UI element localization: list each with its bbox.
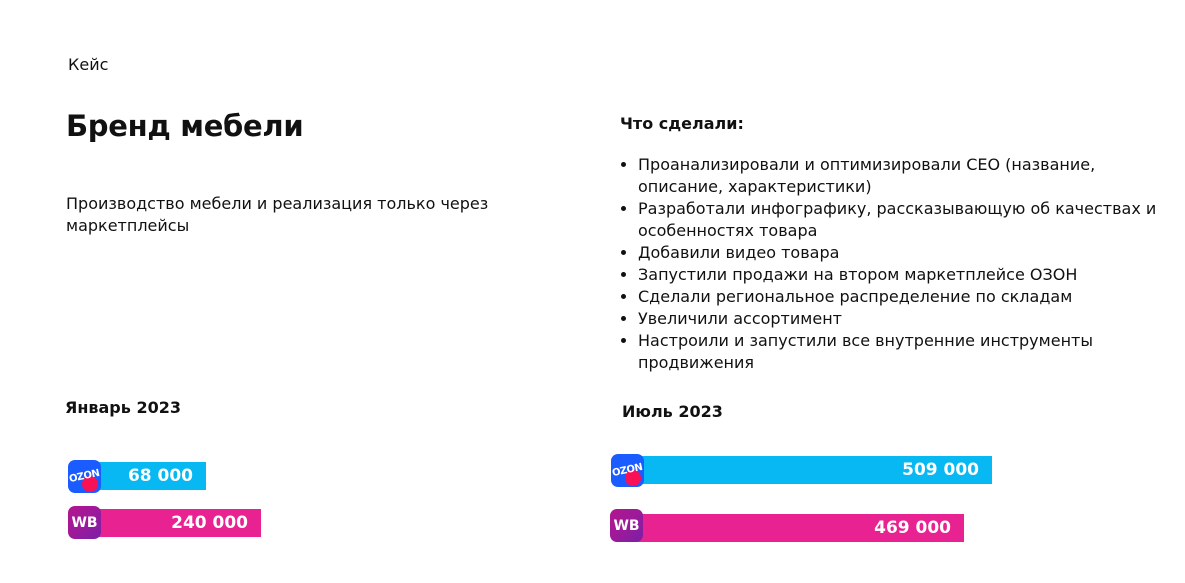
ozon-july-value: 509 000 bbox=[902, 460, 979, 480]
wb-january-bar: 240 000 bbox=[92, 509, 261, 537]
ozon-logo-icon: OZON bbox=[611, 454, 644, 487]
page-title: Бренд мебели bbox=[66, 109, 304, 143]
ozon-january-value: 68 000 bbox=[127, 466, 193, 486]
action-item: Разработали инфографику, рассказывающую … bbox=[638, 198, 1178, 242]
actions-list: Проанализировали и оптимизировали СЕО (н… bbox=[620, 154, 1178, 374]
wb-january-value: 240 000 bbox=[171, 513, 248, 533]
ozon-logo-icon: OZON bbox=[68, 460, 101, 493]
actions-heading: Что сделали: bbox=[620, 114, 744, 133]
action-item: Проанализировали и оптимизировали СЕО (н… bbox=[638, 154, 1178, 198]
page-subtitle: Производство мебели и реализация только … bbox=[66, 194, 489, 235]
action-item: Настроили и запустили все внутренние инс… bbox=[638, 330, 1178, 374]
wb-july-bar: 469 000 bbox=[634, 514, 964, 542]
action-item: Увеличили ассортимент bbox=[638, 308, 1178, 330]
period-label-july: Июль 2023 bbox=[622, 402, 723, 421]
wildberries-logo-icon: WB bbox=[68, 506, 101, 539]
wildberries-logo-icon: WB bbox=[610, 509, 643, 542]
wb-logo-text: WB bbox=[71, 514, 98, 531]
period-label-january: Январь 2023 bbox=[65, 398, 181, 417]
case-label: Кейс bbox=[68, 55, 109, 74]
action-item: Запустили продажи на втором маркетплейсе… bbox=[638, 264, 1178, 286]
ozon-january-bar: 68 000 bbox=[92, 462, 206, 490]
ozon-july-bar: 509 000 bbox=[634, 456, 992, 484]
wb-july-value: 469 000 bbox=[874, 518, 951, 538]
wb-logo-text: WB bbox=[613, 517, 640, 534]
action-item: Сделали региональное распределение по ск… bbox=[638, 286, 1178, 308]
action-item: Добавили видео товара bbox=[638, 242, 1178, 264]
